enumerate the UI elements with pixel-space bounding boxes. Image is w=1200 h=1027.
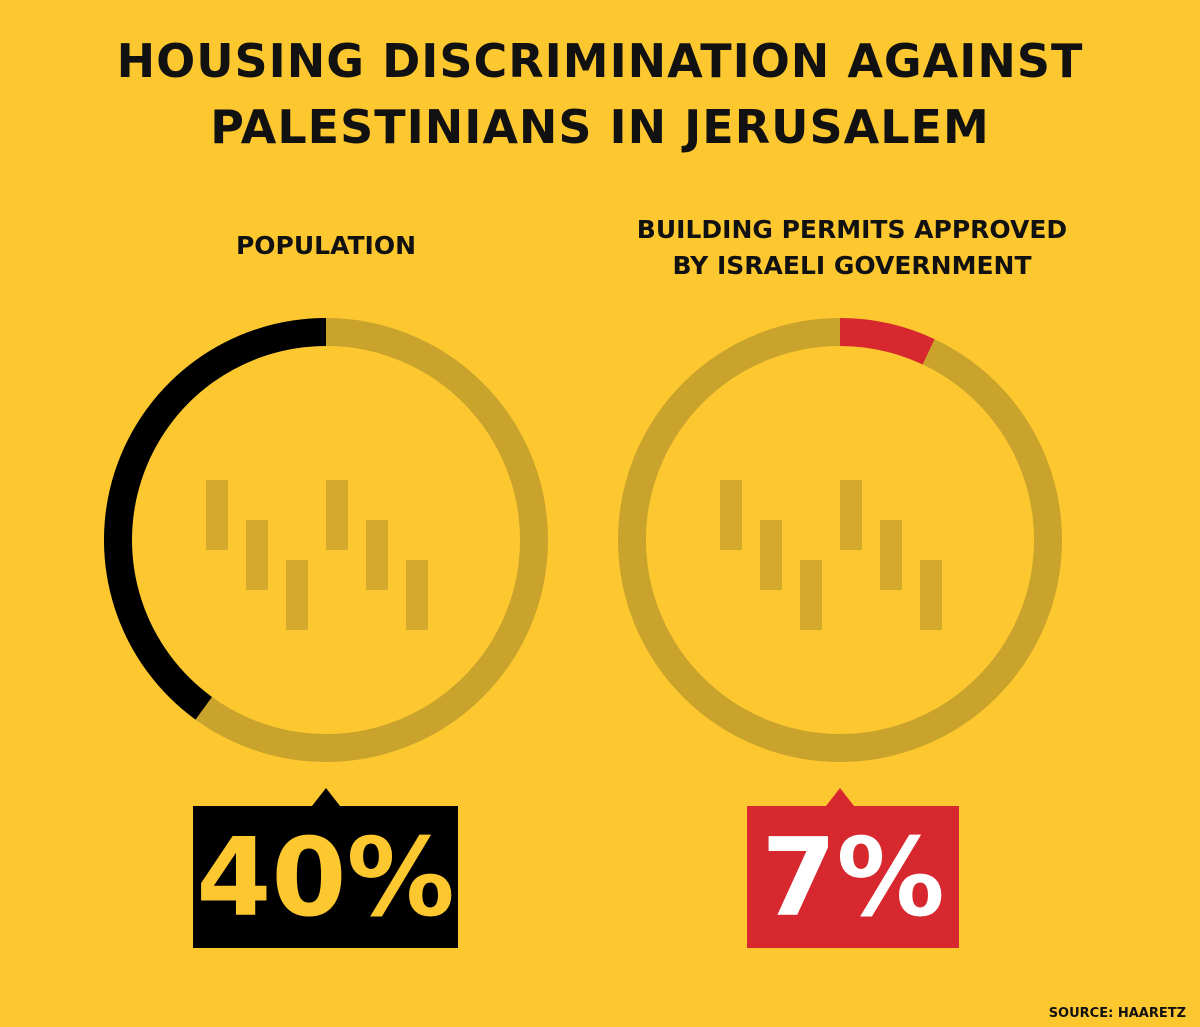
- donut-arc: [104, 318, 327, 720]
- decoration: [366, 520, 388, 590]
- decoration: [326, 480, 348, 550]
- decoration: [406, 560, 428, 630]
- donut-arc: [839, 318, 935, 365]
- label-box: [193, 788, 458, 948]
- decoration: [760, 520, 782, 590]
- chart-title: POPULATION: [235, 231, 417, 260]
- decoration: [206, 480, 228, 550]
- source: SOURCE: HAARETZ: [1048, 1006, 1186, 1021]
- decoration: [840, 480, 862, 550]
- decoration: [880, 520, 902, 590]
- label-box: [747, 788, 959, 948]
- decoration: [800, 560, 822, 630]
- chart-title: BUILDING PERMITS APPROVED BY ISRAELI GOV…: [636, 215, 1068, 280]
- value-label: 40%: [196, 816, 455, 941]
- decoration: [286, 560, 308, 630]
- decoration: [246, 520, 268, 590]
- page-title: HOUSING DISCRIMINATION AGAINST PALESTINI…: [116, 34, 1084, 154]
- decoration: [920, 560, 942, 630]
- decoration: [720, 480, 742, 550]
- value-label: 7%: [761, 816, 944, 941]
